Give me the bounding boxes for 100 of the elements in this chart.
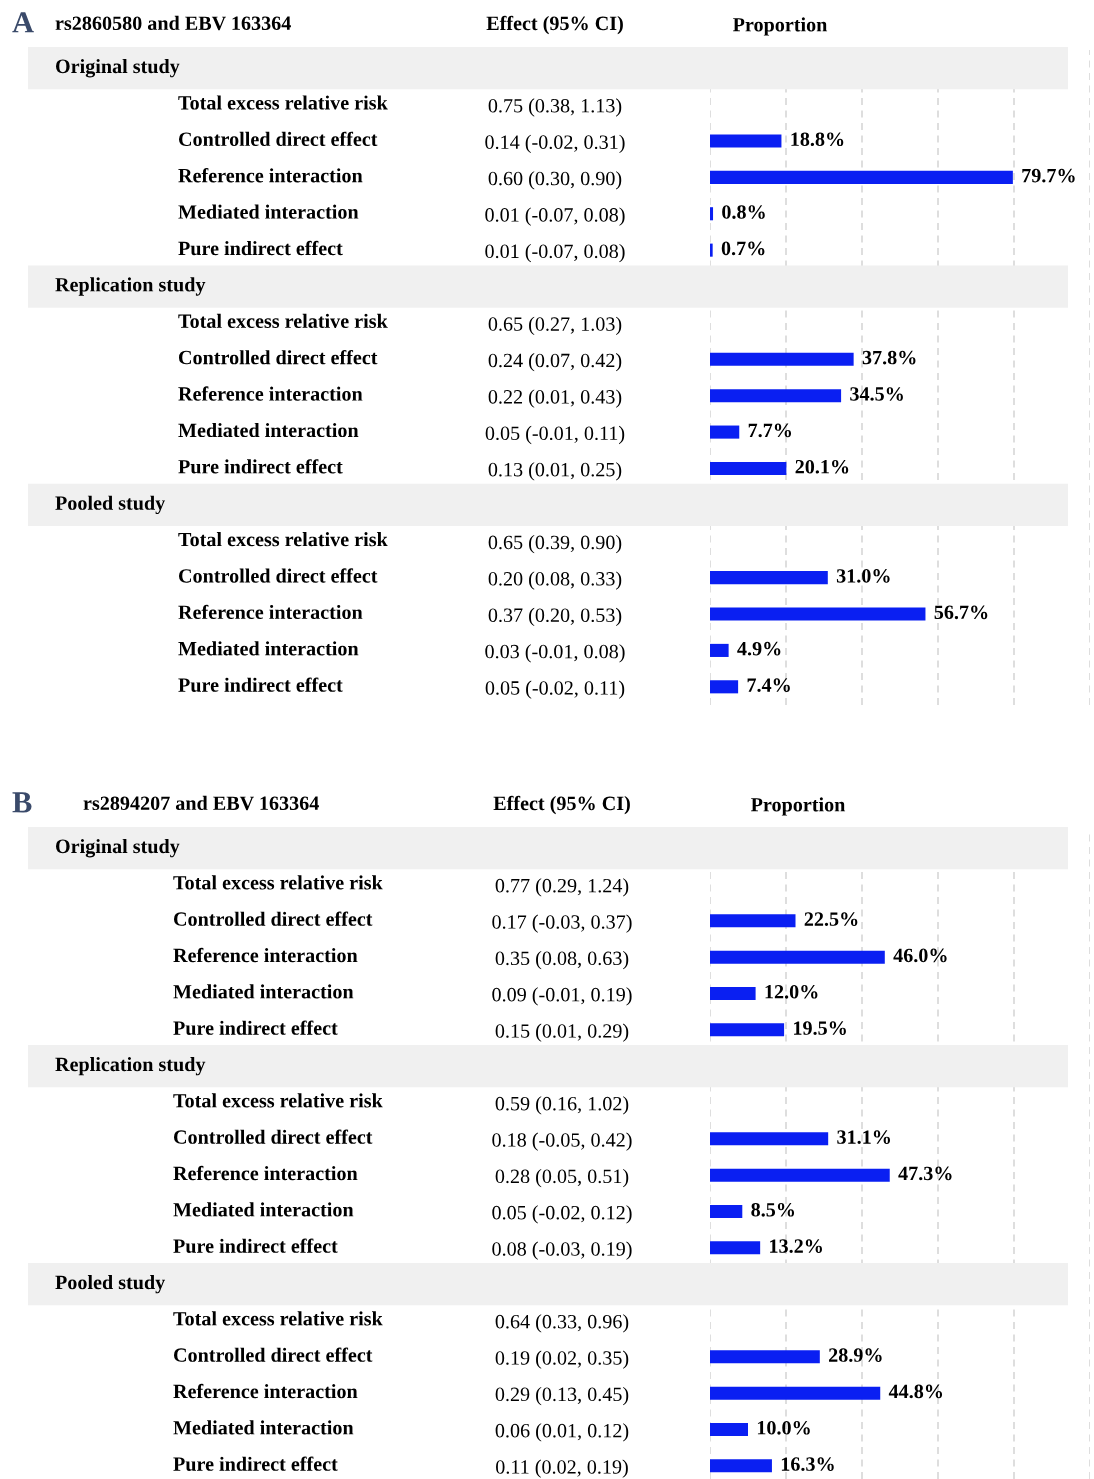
bar: [710, 425, 740, 439]
y2-tick-label: 0.22 (0.01, 0.43): [488, 389, 622, 408]
data-label: 7.7%: [748, 423, 792, 438]
y2-tick-label: 0.17 (-0.03, 0.37): [492, 914, 632, 933]
y-tick-label: Total excess relative risk: [178, 95, 388, 110]
data-label: 0.8%: [722, 205, 765, 219]
data-label: 44.8%: [888, 1384, 943, 1399]
y2-tick-label: 0.14 (-0.02, 0.31): [485, 134, 625, 154]
y2-tick-label: 0.15 (0.01, 0.29): [495, 1023, 629, 1042]
y2-axis-title: Effect (95% CI): [493, 795, 630, 815]
y2-tick-label: 0.20 (0.08, 0.33): [488, 571, 622, 590]
y-tick-label: Mediated interaction: [173, 984, 354, 999]
text: Pooled study: [55, 495, 166, 515]
bar: [710, 950, 885, 964]
text: Pooled study: [55, 1275, 166, 1294]
bar: [710, 607, 926, 621]
y-tick-label: Pure indirect effect: [173, 1456, 338, 1471]
y2-tick-label: 0.05 (-0.02, 0.11): [485, 680, 625, 699]
y2-tick-label: 0.75 (0.38, 1.13): [488, 98, 622, 117]
bar: [710, 243, 713, 257]
data-label: 0.7%: [721, 241, 765, 256]
y-tick-label: Pure indirect effect: [178, 459, 343, 474]
bar: [710, 170, 1013, 184]
data-label: 31.1%: [837, 1130, 891, 1144]
data-label: 12.0%: [765, 984, 818, 999]
x-axis-title: Proportion: [750, 797, 846, 816]
bar: [710, 986, 756, 1001]
data-label: 18.8%: [791, 132, 844, 147]
y2-tick-label: 0.11 (0.02, 0.19): [496, 1459, 628, 1478]
y-tick-label: Pure indirect effect: [178, 240, 343, 256]
y2-tick-label: 0.59 (0.16, 1.02): [495, 1096, 629, 1115]
y-tick-label: Reference interaction: [173, 1165, 358, 1181]
text: Replication study: [55, 277, 206, 296]
data-label: 13.2%: [770, 1239, 822, 1253]
data-label: 34.5%: [850, 387, 903, 401]
data-label: 8.5%: [751, 1202, 795, 1217]
data-label: 46.0%: [893, 948, 947, 963]
bar: [710, 571, 828, 585]
y2-tick-label: 0.19 (0.02, 0.35): [495, 1350, 629, 1369]
y2-tick-label: 0.05 (-0.02, 0.12): [492, 1205, 632, 1224]
y-tick-label: Reference interaction: [178, 386, 363, 401]
y2-tick-label: 0.28 (0.05, 0.51): [495, 1168, 629, 1188]
y-tick-label: Total excess relative risk: [178, 532, 388, 547]
data-label: 79.7%: [1022, 168, 1075, 183]
y2-tick-label: 0.77 (0.29, 1.24): [495, 878, 629, 897]
bar: [710, 1023, 785, 1037]
bar: [710, 352, 854, 366]
y-tick-label: Mediated interaction: [173, 1202, 354, 1217]
text: rs2894207 and EBV 163364: [83, 795, 319, 811]
y2-tick-label: 0.64 (0.33, 0.96): [495, 1314, 629, 1333]
y-tick-label: Total excess relative risk: [173, 875, 383, 890]
data-label: 37.8%: [862, 350, 916, 365]
y2-axis-title: Effect (95% CI): [486, 15, 623, 35]
y2-tick-label: 0.65 (0.39, 0.90): [488, 535, 622, 554]
y2-tick-label: 0.24 (0.07, 0.42): [488, 353, 622, 372]
data-label: 28.9%: [829, 1348, 882, 1362]
y2-tick-label: 0.05 (-0.01, 0.11): [485, 425, 625, 445]
bar: [710, 1204, 743, 1219]
text: B: [12, 792, 32, 813]
bar: [710, 1422, 748, 1437]
y-tick-label: Mediated interaction: [173, 1420, 354, 1435]
y2-tick-label: 0.09 (-0.01, 0.19): [492, 987, 632, 1006]
y-tick-label: Controlled direct effect: [173, 1347, 373, 1362]
y-tick-label: Controlled direct effect: [173, 911, 373, 926]
data-label: 16.3%: [781, 1457, 834, 1471]
y-tick-label: Mediated interaction: [178, 422, 359, 438]
bar: [710, 914, 796, 928]
y-tick-label: Reference interaction: [173, 947, 358, 963]
bar: [710, 1350, 820, 1364]
y-tick-label: Controlled direct effect: [178, 568, 378, 583]
y-tick-label: Total excess relative risk: [173, 1093, 383, 1108]
y2-tick-label: 0.01 (-0.07, 0.08): [485, 207, 625, 226]
data-label: 56.7%: [934, 605, 988, 620]
y-tick-label: Reference interaction: [173, 1383, 358, 1399]
y-tick-label: Total excess relative risk: [173, 1311, 383, 1326]
y-tick-label: Total excess relative risk: [178, 313, 388, 328]
y2-tick-label: 0.60 (0.30, 0.90): [488, 171, 622, 190]
data-label: 7.4%: [747, 678, 790, 692]
bar: [710, 207, 714, 221]
y-tick-label: Controlled direct effect: [178, 349, 378, 365]
bar: [710, 134, 782, 148]
y2-tick-label: 0.13 (0.01, 0.25): [488, 462, 622, 481]
y-tick-label: Reference interaction: [178, 168, 363, 183]
y-tick-label: Controlled direct effect: [173, 1129, 373, 1144]
bar: [710, 1459, 772, 1473]
data-label: 4.9%: [737, 641, 781, 656]
data-label: 20.1%: [795, 459, 849, 474]
bar: [710, 643, 729, 657]
y2-tick-label: 0.29 (0.13, 0.45): [495, 1386, 629, 1406]
y-tick-label: Pure indirect effect: [173, 1020, 338, 1035]
y-tick-label: Reference interaction: [178, 604, 363, 620]
y-tick-label: Mediated interaction: [178, 641, 359, 656]
text: Replication study: [55, 1057, 206, 1076]
bar: [710, 1386, 881, 1400]
y-tick-label: Pure indirect effect: [178, 677, 343, 692]
y2-tick-label: 0.18 (-0.05, 0.42): [492, 1132, 632, 1151]
bar: [710, 1241, 761, 1255]
y2-tick-label: 0.06 (0.01, 0.12): [495, 1423, 629, 1442]
bar: [710, 680, 739, 694]
x-axis-title: Proportion: [732, 17, 828, 36]
